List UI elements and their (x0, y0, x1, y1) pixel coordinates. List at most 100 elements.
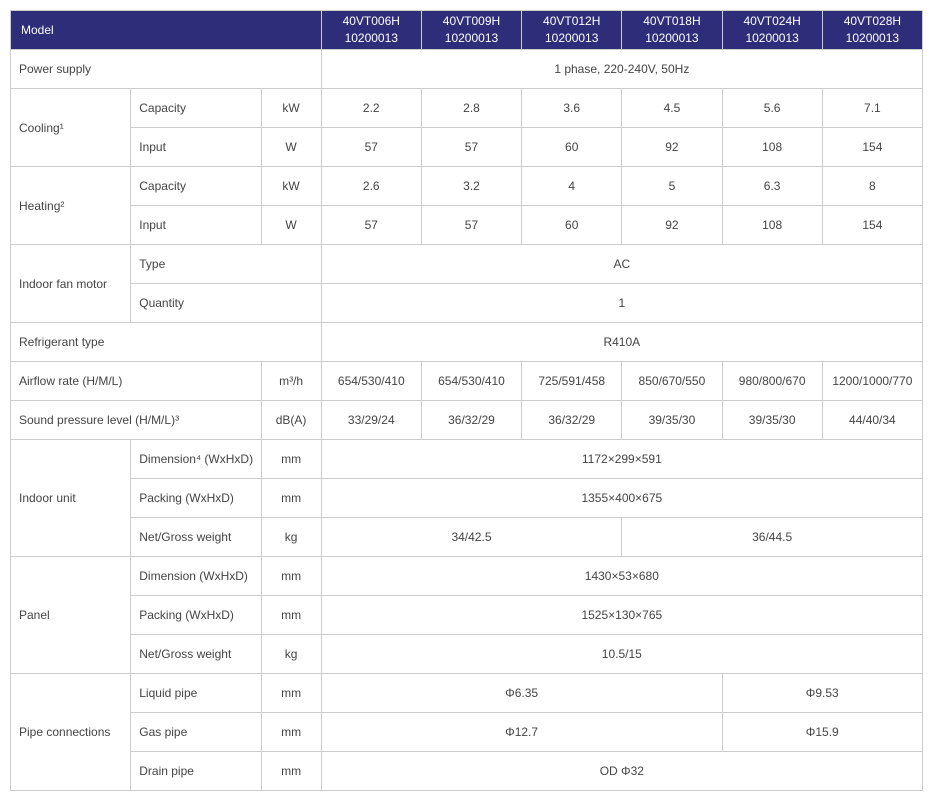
heating-cap-5: 8 (822, 167, 922, 206)
refrigerant-value: R410A (321, 323, 922, 362)
airflow-0: 654/530/410 (321, 362, 421, 401)
unit-mm2: mm (261, 479, 321, 518)
airflow-3: 850/670/550 (622, 362, 722, 401)
panel-dim-row: Panel Dimension (WxHxD) mm 1430×53×680 (11, 557, 923, 596)
heating-in-0: 57 (321, 206, 421, 245)
model-col-4: 40VT024H10200013 (722, 11, 822, 50)
fan-type-row: Indoor fan motor Type AC (11, 245, 923, 284)
heating-label: Heating² (11, 167, 131, 245)
panel-label: Panel (11, 557, 131, 674)
unit-w: W (261, 128, 321, 167)
indoor-dim-value: 1172×299×591 (321, 440, 922, 479)
cooling-cap-1: 2.8 (421, 89, 521, 128)
cooling-cap-3: 4.5 (622, 89, 722, 128)
unit-kg2: kg (261, 635, 321, 674)
heating-capacity-row: Heating² Capacity kW 2.6 3.2 4 5 6.3 8 (11, 167, 923, 206)
indoor-pack-row: Packing (WxHxD) mm 1355×400×675 (11, 479, 923, 518)
airflow-1: 654/530/410 (421, 362, 521, 401)
cooling-cap-2: 3.6 (522, 89, 622, 128)
cooling-cap-5: 7.1 (822, 89, 922, 128)
refrigerant-label: Refrigerant type (11, 323, 322, 362)
sound-3: 39/35/30 (622, 401, 722, 440)
drain-pipe-label: Drain pipe (131, 752, 261, 791)
heating-cap-0: 2.6 (321, 167, 421, 206)
model-col-2: 40VT012H10200013 (522, 11, 622, 50)
indoor-pack-value: 1355×400×675 (321, 479, 922, 518)
gas-pipe-row: Gas pipe mm Φ12.7 Φ15.9 (11, 713, 923, 752)
cooling-in-5: 154 (822, 128, 922, 167)
unit-mm4: mm (261, 596, 321, 635)
model-header: Model (11, 11, 322, 50)
model-col-3: 40VT018H10200013 (622, 11, 722, 50)
cooling-capacity-label: Capacity (131, 89, 261, 128)
cooling-label: Cooling¹ (11, 89, 131, 167)
panel-pack-value: 1525×130×765 (321, 596, 922, 635)
indoor-dim-row: Indoor unit Dimension⁴ (WxHxD) mm 1172×2… (11, 440, 923, 479)
cooling-in-4: 108 (722, 128, 822, 167)
panel-weight-value: 10.5/15 (321, 635, 922, 674)
heating-in-4: 108 (722, 206, 822, 245)
indoor-pack-label: Packing (WxHxD) (131, 479, 261, 518)
heating-in-5: 154 (822, 206, 922, 245)
drain-pipe-row: Drain pipe mm OD Φ32 (11, 752, 923, 791)
liquid-pipe-label: Liquid pipe (131, 674, 261, 713)
gas-pipe-1: Φ12.7 (321, 713, 722, 752)
fan-type-value: AC (321, 245, 922, 284)
cooling-capacity-row: Cooling¹ Capacity kW 2.2 2.8 3.6 4.5 5.6… (11, 89, 923, 128)
cooling-cap-0: 2.2 (321, 89, 421, 128)
sound-0: 33/29/24 (321, 401, 421, 440)
cooling-in-0: 57 (321, 128, 421, 167)
panel-dim-value: 1430×53×680 (321, 557, 922, 596)
unit-mm3: mm (261, 557, 321, 596)
spec-table: Model 40VT006H10200013 40VT009H10200013 … (10, 10, 923, 791)
unit-m3h: m³/h (261, 362, 321, 401)
sound-5: 44/40/34 (822, 401, 922, 440)
cooling-in-2: 60 (522, 128, 622, 167)
power-supply-label: Power supply (11, 50, 322, 89)
heating-cap-2: 4 (522, 167, 622, 206)
unit-mm1: mm (261, 440, 321, 479)
fan-qty-value: 1 (321, 284, 922, 323)
sound-4: 39/35/30 (722, 401, 822, 440)
heating-capacity-label: Capacity (131, 167, 261, 206)
cooling-in-1: 57 (421, 128, 521, 167)
heating-in-2: 60 (522, 206, 622, 245)
heating-input-label: Input (131, 206, 261, 245)
airflow-4: 980/800/670 (722, 362, 822, 401)
indoor-dim-label: Dimension⁴ (WxHxD) (131, 440, 261, 479)
fan-type-label: Type (131, 245, 321, 284)
sound-1: 36/32/29 (421, 401, 521, 440)
liquid-pipe-2: Φ9.53 (722, 674, 922, 713)
unit-mm5: mm (261, 674, 321, 713)
refrigerant-row: Refrigerant type R410A (11, 323, 923, 362)
sound-label: Sound pressure level (H/M/L)³ (11, 401, 262, 440)
indoor-weight-row: Net/Gross weight kg 34/42.5 36/44.5 (11, 518, 923, 557)
gas-pipe-2: Φ15.9 (722, 713, 922, 752)
indoor-weight-label: Net/Gross weight (131, 518, 261, 557)
heating-input-row: Input W 57 57 60 92 108 154 (11, 206, 923, 245)
indoor-weight-2: 36/44.5 (622, 518, 923, 557)
unit-mm7: mm (261, 752, 321, 791)
heating-in-3: 92 (622, 206, 722, 245)
unit-kw2: kW (261, 167, 321, 206)
unit-kw: kW (261, 89, 321, 128)
fan-qty-row: Quantity 1 (11, 284, 923, 323)
panel-pack-row: Packing (WxHxD) mm 1525×130×765 (11, 596, 923, 635)
panel-weight-row: Net/Gross weight kg 10.5/15 (11, 635, 923, 674)
panel-dim-label: Dimension (WxHxD) (131, 557, 261, 596)
model-col-1: 40VT009H10200013 (421, 11, 521, 50)
model-col-0: 40VT006H10200013 (321, 11, 421, 50)
cooling-in-3: 92 (622, 128, 722, 167)
unit-dba: dB(A) (261, 401, 321, 440)
power-supply-value: 1 phase, 220-240V, 50Hz (321, 50, 922, 89)
cooling-cap-4: 5.6 (722, 89, 822, 128)
airflow-2: 725/591/458 (522, 362, 622, 401)
panel-weight-label: Net/Gross weight (131, 635, 261, 674)
indoor-unit-label: Indoor unit (11, 440, 131, 557)
heating-cap-4: 6.3 (722, 167, 822, 206)
fan-qty-label: Quantity (131, 284, 321, 323)
cooling-input-row: Input W 57 57 60 92 108 154 (11, 128, 923, 167)
indoor-weight-1: 34/42.5 (321, 518, 622, 557)
panel-pack-label: Packing (WxHxD) (131, 596, 261, 635)
power-supply-row: Power supply 1 phase, 220-240V, 50Hz (11, 50, 923, 89)
